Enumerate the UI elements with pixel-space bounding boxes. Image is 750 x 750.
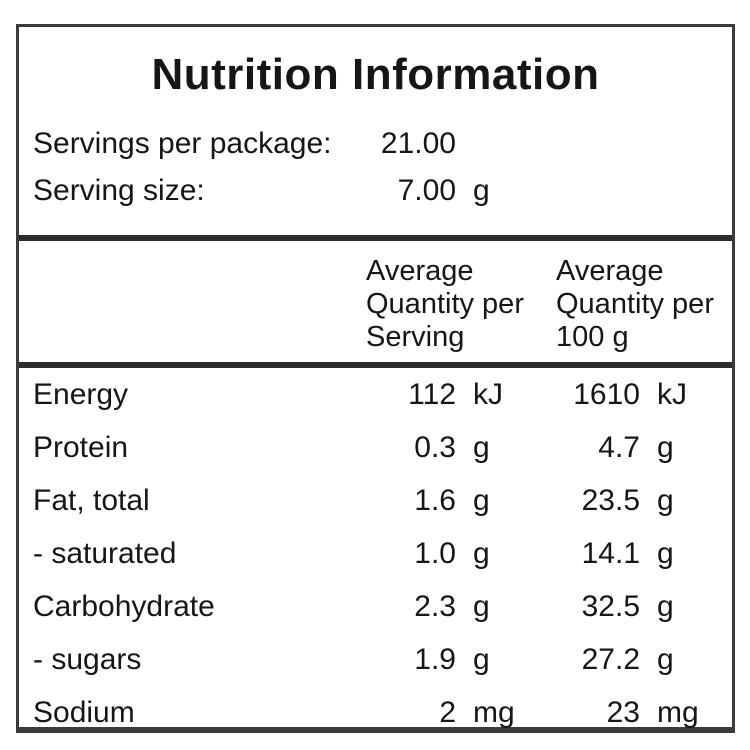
nutrient-unit-per-serving: kJ (473, 377, 503, 411)
nutrient-label: Sodium (33, 695, 135, 729)
nutrient-row-sodium: Sodium 2 mg 23 mg (19, 686, 732, 739)
nutrient-unit-per-serving: g (473, 536, 490, 570)
nutrient-value-per-serving: 2.3 (414, 589, 456, 623)
nutrient-unit-per-serving: g (473, 483, 490, 517)
nutrient-unit-per-100g: g (657, 430, 674, 464)
nutrient-label: Protein (33, 430, 129, 464)
nutrient-unit-per-100g: g (657, 589, 674, 623)
nutrient-value-per-100g: 1610 (573, 377, 640, 411)
nutrient-row-energy: Energy 112 kJ 1610 kJ (19, 368, 732, 421)
nutrient-unit-per-serving: mg (473, 695, 515, 729)
header-col-per-100g: Average Quantity per 100 g (556, 255, 714, 353)
nutrient-unit-per-100g: mg (657, 695, 699, 729)
nutrient-row-sugars: - sugars 1.9 g 27.2 g (19, 633, 732, 686)
nutrient-unit-per-serving: g (473, 430, 490, 464)
column-header-row: Average Quantity per Serving Average Qua… (19, 241, 732, 368)
nutrient-table-body: Energy 112 kJ 1610 kJ Protein 0.3 g 4.7 … (19, 368, 732, 739)
nutrient-value-per-100g: 23 (606, 695, 640, 729)
nutrient-value-per-100g: 4.7 (598, 430, 640, 464)
nutrient-value-per-serving: 2 (439, 695, 456, 729)
nutrient-label: Energy (33, 377, 129, 411)
nutrient-row-saturated: - saturated 1.0 g 14.1 g (19, 527, 732, 580)
nutrient-row-carbohydrate: Carbohydrate 2.3 g 32.5 g (19, 580, 732, 633)
nutrient-value-per-100g: 23.5 (581, 483, 640, 517)
nutrient-label: Carbohydrate (33, 589, 215, 623)
panel-header-section: Nutrition Information Servings per packa… (19, 50, 732, 241)
panel-title: Nutrition Information (151, 50, 600, 99)
nutrient-value-per-serving: 1.9 (414, 642, 456, 676)
serving-size-unit: g (473, 173, 490, 207)
nutrition-panel: Nutrition Information Servings per packa… (16, 24, 735, 733)
serving-size-label: Serving size: (33, 173, 205, 207)
nutrient-unit-per-100g: kJ (657, 377, 687, 411)
nutrient-row-fat-total: Fat, total 1.6 g 23.5 g (19, 474, 732, 527)
nutrient-label: - saturated (33, 536, 177, 570)
nutrient-unit-per-serving: g (473, 642, 490, 676)
nutrient-value-per-serving: 1.0 (414, 536, 456, 570)
nutrient-value-per-serving: 0.3 (414, 430, 456, 464)
nutrient-unit-per-100g: g (657, 642, 674, 676)
servings-per-package-row: Servings per package: 21.00 (19, 120, 732, 167)
nutrient-label: - sugars (33, 642, 142, 676)
nutrient-value-per-serving: 112 (408, 377, 456, 411)
nutrient-value-per-100g: 14.1 (581, 536, 640, 570)
servings-per-package-label: Servings per package: (33, 126, 332, 160)
servings-per-package-value: 21.00 (380, 126, 456, 160)
nutrient-unit-per-100g: g (657, 536, 674, 570)
nutrient-value-per-100g: 32.5 (581, 589, 640, 623)
nutrient-label: Fat, total (33, 483, 150, 517)
serving-size-value: 7.00 (397, 173, 456, 207)
nutrient-unit-per-serving: g (473, 589, 490, 623)
header-col-per-serving: Average Quantity per Serving (366, 255, 524, 353)
nutrient-value-per-serving: 1.6 (414, 483, 456, 517)
serving-size-row: Serving size: 7.00 g (19, 167, 732, 214)
nutrient-row-protein: Protein 0.3 g 4.7 g (19, 421, 732, 474)
nutrient-value-per-100g: 27.2 (581, 642, 640, 676)
header-col-nutrient (19, 255, 349, 362)
nutrient-unit-per-100g: g (657, 483, 674, 517)
